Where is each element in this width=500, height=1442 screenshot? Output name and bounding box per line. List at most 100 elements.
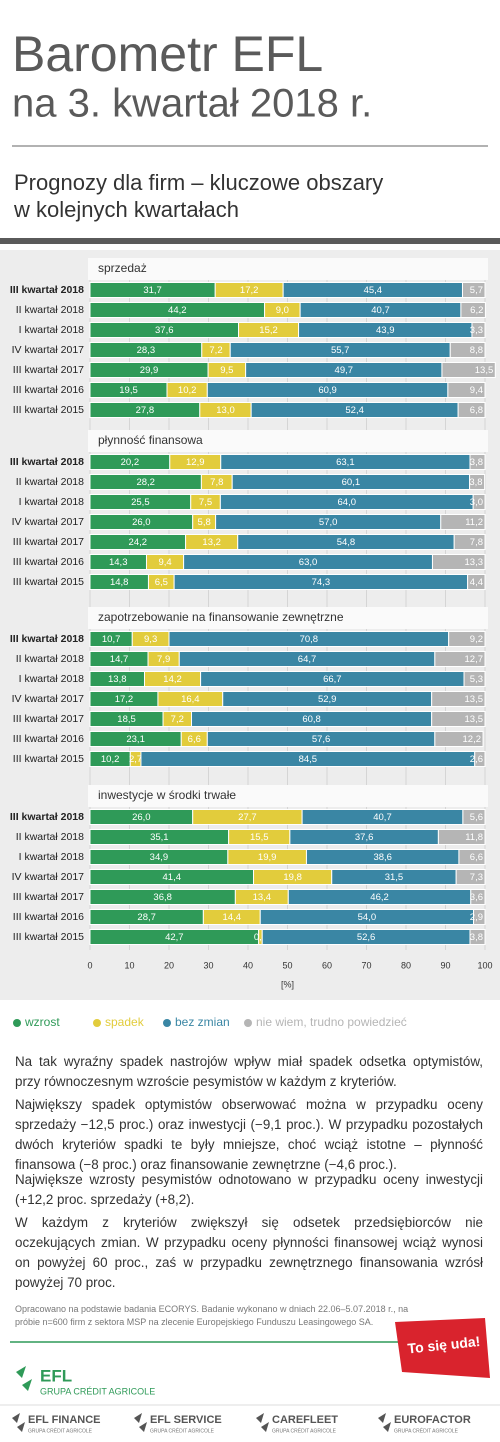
y-tick-label: III kwartał 2016: [13, 556, 84, 568]
y-tick-label: IV kwartał 2017: [12, 693, 85, 705]
value-label: 13,5: [465, 714, 484, 725]
y-tick-label: III kwartał 2018: [10, 456, 84, 468]
value-label: 9,5: [220, 365, 233, 376]
value-label: 23,1: [126, 734, 145, 745]
value-label: 37,6: [355, 832, 374, 843]
heading: w kolejnych kwartałach: [13, 197, 239, 222]
value-label: 14,2: [163, 674, 182, 685]
heading: Prognozy dla firm – kluczowe obszary: [14, 170, 383, 195]
bar-segment: [469, 929, 486, 945]
value-label: 25,5: [131, 497, 150, 508]
value-label: 20,2: [121, 457, 140, 468]
value-label: 64,7: [298, 654, 317, 665]
legend-marker: [163, 1019, 171, 1027]
value-label: 49,7: [335, 365, 354, 376]
bar-segment: [469, 454, 486, 470]
value-label: 60,1: [342, 477, 361, 488]
bar-segment: [431, 554, 486, 570]
brand-icon: [256, 1413, 269, 1432]
value-label: 10,2: [101, 754, 120, 765]
value-label: 9,4: [158, 557, 171, 568]
bar-segment: [463, 671, 486, 687]
value-label: 6,8: [470, 405, 483, 416]
x-tick-label: 0: [87, 960, 92, 970]
value-label: 12,7: [465, 654, 484, 665]
legend-marker: [93, 1019, 101, 1027]
source-note: Opracowano na podstawie badania ECORYS. …: [15, 1304, 409, 1327]
value-label: 46,2: [370, 892, 389, 903]
paragraph: Na tak wyraźny spadek nastrojów wpływ mi…: [15, 1054, 483, 1089]
bar-segment: [441, 362, 496, 378]
value-label: 6,6: [188, 734, 201, 745]
value-label: 28,3: [137, 345, 156, 356]
bar-segment: [431, 711, 486, 727]
value-label: 27,8: [136, 405, 155, 416]
x-axis-label: [%]: [281, 979, 294, 989]
value-label: 7,9: [157, 654, 170, 665]
y-tick-label: II kwartał 2018: [16, 304, 84, 316]
x-tick-label: 40: [243, 960, 253, 970]
bar-segment: [458, 849, 486, 865]
value-label: 44,2: [168, 305, 187, 316]
value-label: 6,2: [470, 305, 483, 316]
x-tick-label: 90: [440, 960, 450, 970]
x-tick-label: 100: [477, 960, 492, 970]
brand-name: EFL SERVICE: [150, 1414, 222, 1426]
bar-segment: [447, 382, 486, 398]
value-label: 7,8: [210, 477, 223, 488]
value-label: 8,8: [470, 345, 483, 356]
bar-segment: [467, 574, 486, 590]
legend-marker: [13, 1019, 21, 1027]
y-tick-label: III kwartał 2016: [13, 733, 84, 745]
value-label: 63,0: [299, 557, 318, 568]
value-label: 54,8: [337, 537, 356, 548]
value-label: 84,5: [299, 754, 318, 765]
y-tick-label: III kwartał 2017: [13, 536, 84, 548]
paragraph: W każdym z kryteriów zwiększył się odset…: [15, 1215, 483, 1290]
value-label: 9,4: [470, 385, 483, 396]
bar-segment: [469, 474, 486, 490]
value-label: 43,9: [376, 325, 395, 336]
value-label: 2,7: [129, 754, 142, 765]
y-tick-label: II kwartał 2018: [16, 476, 84, 488]
bar-segment: [470, 889, 486, 905]
value-label: 3,3: [470, 325, 483, 336]
legend-label: wzrost: [24, 1015, 60, 1029]
value-label: 7,3: [470, 872, 483, 883]
bar-segment: [457, 402, 486, 418]
bar-segment: [471, 322, 486, 338]
paragraph: Największe wzrosty pesymistów odnotowano…: [15, 1172, 483, 1207]
panel-title: zapotrzebowanie na finansowanie zewnętrz…: [98, 610, 344, 624]
bar-segment: [462, 809, 486, 825]
value-label: 13,2: [202, 537, 221, 548]
value-label: 52,9: [318, 694, 337, 705]
value-label: 57,6: [312, 734, 331, 745]
value-label: 14,4: [223, 912, 242, 923]
value-label: 5,7: [470, 285, 483, 296]
value-label: 10,7: [102, 634, 121, 645]
value-label: 12,9: [186, 457, 205, 468]
bar-segment: [472, 494, 486, 510]
value-label: 29,9: [140, 365, 159, 376]
brand-name: EUROFACTOR: [394, 1414, 471, 1426]
brand-name: CAREFLEET: [272, 1414, 338, 1426]
value-label: 55,7: [331, 345, 350, 356]
legend-label: nie wiem, trudno powiedzieć: [256, 1015, 407, 1029]
value-label: 60,9: [318, 385, 337, 396]
value-label: 9,3: [144, 634, 157, 645]
y-tick-label: II kwartał 2018: [16, 831, 84, 843]
bar-segment: [474, 751, 486, 767]
y-tick-label: IV kwartał 2017: [12, 344, 85, 356]
y-tick-label: I kwartał 2018: [19, 851, 85, 863]
logo: EFL: [40, 1366, 72, 1385]
subtitle: na 3. kwartał 2018 r.: [12, 82, 372, 126]
value-label: 40,7: [373, 812, 392, 823]
brand-icon: [12, 1413, 25, 1432]
value-label: 15,5: [250, 832, 269, 843]
value-label: 40,7: [371, 305, 390, 316]
value-label: 3,8: [470, 932, 483, 943]
value-label: 11,2: [465, 517, 483, 528]
y-tick-label: III kwartał 2018: [10, 284, 84, 296]
value-label: 28,7: [137, 912, 156, 923]
